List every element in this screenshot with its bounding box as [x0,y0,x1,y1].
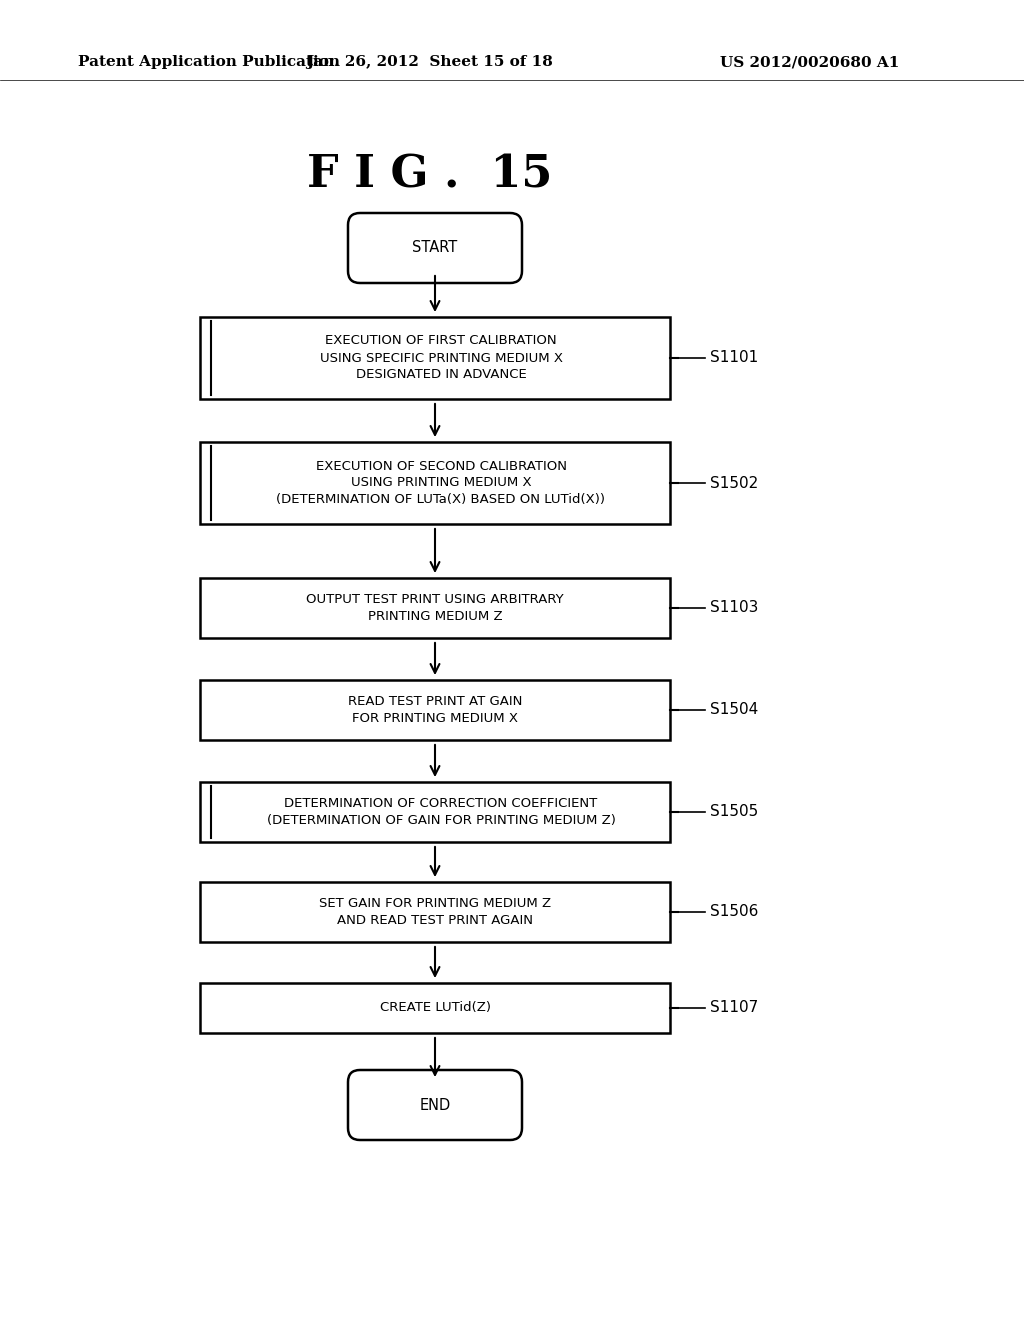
Text: S1506: S1506 [710,904,759,920]
Text: S1505: S1505 [710,804,758,820]
Text: SET GAIN FOR PRINTING MEDIUM Z
AND READ TEST PRINT AGAIN: SET GAIN FOR PRINTING MEDIUM Z AND READ … [318,898,551,927]
Bar [200,680,670,741]
Bar [200,781,670,842]
Text: START: START [413,240,458,256]
Text: DETERMINATION OF CORRECTION COEFFICIENT
(DETERMINATION OF GAIN FOR PRINTING MEDI: DETERMINATION OF CORRECTION COEFFICIENT … [266,797,615,828]
Bar [200,882,670,942]
Text: Jan. 26, 2012  Sheet 15 of 18: Jan. 26, 2012 Sheet 15 of 18 [306,55,553,69]
Text: S1103: S1103 [710,601,759,615]
FancyBboxPatch shape [348,213,522,282]
Text: CREATE LUTid(Z): CREATE LUTid(Z) [380,1002,490,1015]
Text: EXECUTION OF FIRST CALIBRATION
USING SPECIFIC PRINTING MEDIUM X
DESIGNATED IN AD: EXECUTION OF FIRST CALIBRATION USING SPE… [319,334,562,381]
Bar [200,983,670,1034]
Text: F I G .  15: F I G . 15 [307,153,553,197]
Bar [200,578,670,638]
Text: EXECUTION OF SECOND CALIBRATION
USING PRINTING MEDIUM X
(DETERMINATION OF LUTa(X: EXECUTION OF SECOND CALIBRATION USING PR… [276,459,605,507]
Text: S1101: S1101 [710,351,758,366]
Text: OUTPUT TEST PRINT USING ARBITRARY
PRINTING MEDIUM Z: OUTPUT TEST PRINT USING ARBITRARY PRINTI… [306,593,564,623]
Text: S1504: S1504 [710,702,758,718]
Text: Patent Application Publication: Patent Application Publication [78,55,340,69]
FancyBboxPatch shape [348,1071,522,1140]
Text: S1107: S1107 [710,1001,758,1015]
Text: S1502: S1502 [710,475,758,491]
Text: US 2012/0020680 A1: US 2012/0020680 A1 [720,55,899,69]
Bar [200,442,670,524]
Bar [200,317,670,399]
Text: READ TEST PRINT AT GAIN
FOR PRINTING MEDIUM X: READ TEST PRINT AT GAIN FOR PRINTING MED… [348,696,522,725]
Text: END: END [420,1097,451,1113]
